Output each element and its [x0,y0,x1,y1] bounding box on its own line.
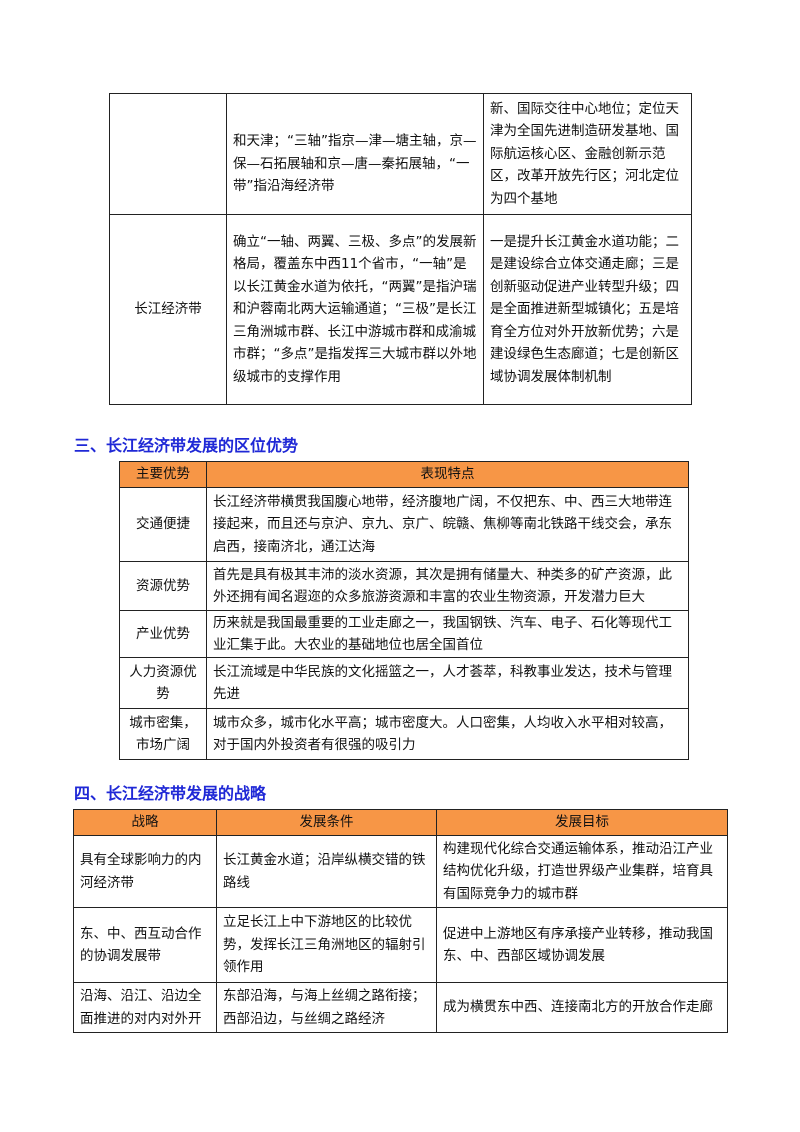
column-header: 战略 [73,809,217,836]
column-header: 发展条件 [216,809,437,836]
table-cell: 长江经济带横贯我国腹心地带，经济腹地广阔，不仅把东、中、西三大地带连接起来，而且… [206,487,689,562]
regional-strategy-table: 和天津；“三轴”指京—津—塘主轴，京—保—石拓展轴和京—唐—秦拓展轴，“一带”指… [109,93,692,405]
table-row: 人力资源优势 长江流域是中华民族的文化摇篮之一，人才荟萃，科教事业发达，技术与管… [119,657,689,709]
table-cell: 历来就是我国最重要的工业走廊之一，我国钢铁、汽车、电子、石化等现代工业汇集于此。… [206,610,689,658]
table-cell: 构建现代化综合交通运输体系，推动沿江产业结构优化升级，打造世界级产业集群，培育具… [436,835,728,908]
table-cell: 具有全球影响力的内河经济带 [73,835,217,908]
table-row: 产业优势 历来就是我国最重要的工业走廊之一，我国钢铁、汽车、电子、石化等现代工业… [119,610,689,658]
table-row: 资源优势 首先是具有极其丰沛的淡水资源，其次是拥有储量大、种类多的矿产资源，此外… [119,561,689,611]
section-heading: 四、长江经济带发展的战略 [74,784,267,803]
table-cell: 长江流域是中华民族的文化摇篮之一，人才荟萃，科教事业发达，技术与管理先进 [206,657,689,709]
table-cell: 东部沿海，与海上丝绸之路衔接；西部沿边，与丝绸之路经济 [216,982,437,1033]
table-cell: 立足长江上中下游地区的比较优势，发挥长江三角洲地区的辐射引领作用 [216,907,437,983]
table-cell: 首先是具有极其丰沛的淡水资源，其次是拥有储量大、种类多的矿产资源，此外还拥有闻名… [206,561,689,611]
table-cell: 长江黄金水道；沿岸纵横交错的铁路线 [216,835,437,908]
table-cell: 交通便捷 [119,487,207,562]
table-cell: 和天津；“三轴”指京—津—塘主轴，京—保—石拓展轴和京—唐—秦拓展轴，“一带”指… [226,93,484,215]
table-row: 沿海、沿江、沿边全面推进的对内对外开 东部沿海，与海上丝绸之路衔接；西部沿边，与… [73,982,728,1033]
location-advantage-table: 主要优势 表现特点 交通便捷 长江经济带横贯我国腹心地带，经济腹地广阔，不仅把东… [119,461,689,760]
table-cell: 城市密集，市场广阔 [119,708,207,760]
table-row: 长江经济带 确立“一轴、两翼、三极、多点”的发展新格局，覆盖东中西11个省市，“… [109,214,692,405]
column-header: 表现特点 [206,461,689,488]
table-row: 具有全球影响力的内河经济带 长江黄金水道；沿岸纵横交错的铁路线 构建现代化综合交… [73,835,728,908]
table-header-row: 主要优势 表现特点 [119,461,689,488]
table-header-row: 战略 发展条件 发展目标 [73,809,728,836]
table-cell: 人力资源优势 [119,657,207,709]
strategy-table: 战略 发展条件 发展目标 具有全球影响力的内河经济带 长江黄金水道；沿岸纵横交错… [73,809,728,1033]
table-cell: 促进中上游地区有序承接产业转移，推动我国东、中、西部区域协调发展 [436,907,728,983]
table-cell: 确立“一轴、两翼、三极、多点”的发展新格局，覆盖东中西11个省市，“一轴”是以长… [226,214,484,405]
section-heading: 三、长江经济带发展的区位优势 [74,436,299,455]
table-cell: 城市众多，城市化水平高；城市密度大。人口密集，人均收入水平相对较高，对于国内外投… [206,708,689,760]
table-cell: 沿海、沿江、沿边全面推进的对内对外开 [73,982,217,1033]
table-cell: 长江经济带 [109,214,227,405]
table-cell [109,93,227,215]
column-header: 主要优势 [119,461,207,488]
table-row: 城市密集，市场广阔 城市众多，城市化水平高；城市密度大。人口密集，人均收入水平相… [119,708,689,760]
table-cell: 东、中、西互动合作的协调发展带 [73,907,217,983]
table-row: 和天津；“三轴”指京—津—塘主轴，京—保—石拓展轴和京—唐—秦拓展轴，“一带”指… [109,93,692,215]
table-cell: 产业优势 [119,610,207,658]
table-cell: 新、国际交往中心地位；定位天津为全国先进制造研发基地、国际航运核心区、金融创新示… [483,93,692,215]
table-cell: 资源优势 [119,561,207,611]
table-row: 东、中、西互动合作的协调发展带 立足长江上中下游地区的比较优势，发挥长江三角洲地… [73,907,728,983]
column-header: 发展目标 [436,809,728,836]
table-row: 交通便捷 长江经济带横贯我国腹心地带，经济腹地广阔，不仅把东、中、西三大地带连接… [119,487,689,562]
table-cell: 成为横贯东中西、连接南北方的开放合作走廊 [436,982,728,1033]
table-cell: 一是提升长江黄金水道功能；二是建设综合立体交通走廊；三是创新驱动促进产业转型升级… [483,214,692,405]
